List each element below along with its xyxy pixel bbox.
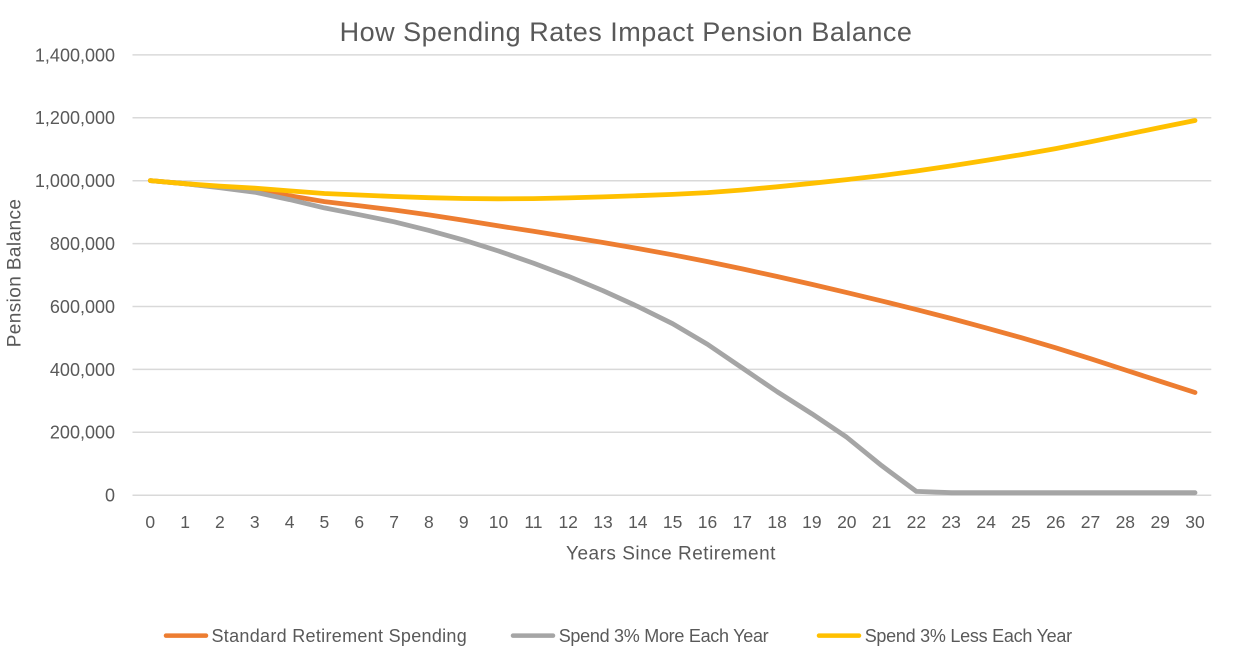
svg-text:15: 15	[663, 512, 682, 532]
svg-text:14: 14	[628, 512, 648, 532]
svg-text:29: 29	[1150, 512, 1169, 532]
svg-text:8: 8	[424, 512, 434, 532]
svg-text:How Spending Rates Impact Pens: How Spending Rates Impact Pension Balanc…	[340, 17, 913, 47]
svg-text:Spend 3% More Each Year: Spend 3% More Each Year	[559, 626, 769, 646]
svg-text:18: 18	[767, 512, 786, 532]
svg-text:24: 24	[976, 512, 996, 532]
svg-text:200,000: 200,000	[50, 423, 115, 443]
svg-text:27: 27	[1081, 512, 1100, 532]
svg-text:9: 9	[459, 512, 469, 532]
svg-text:6: 6	[354, 512, 364, 532]
svg-text:3: 3	[250, 512, 260, 532]
svg-text:7: 7	[389, 512, 399, 532]
svg-text:1,400,000: 1,400,000	[35, 45, 115, 65]
svg-text:28: 28	[1116, 512, 1135, 532]
svg-text:22: 22	[907, 512, 926, 532]
svg-text:5: 5	[320, 512, 330, 532]
svg-text:20: 20	[837, 512, 857, 532]
svg-text:Spend 3% Less Each Year: Spend 3% Less Each Year	[865, 626, 1072, 646]
svg-text:25: 25	[1011, 512, 1030, 532]
svg-text:1,000,000: 1,000,000	[35, 171, 115, 191]
svg-text:11: 11	[524, 512, 542, 532]
svg-text:17: 17	[733, 512, 752, 532]
svg-text:400,000: 400,000	[50, 360, 115, 380]
svg-text:Years Since Retirement: Years Since Retirement	[566, 544, 776, 565]
svg-text:4: 4	[285, 512, 295, 532]
svg-text:1: 1	[180, 512, 190, 532]
svg-text:Pension Balance: Pension Balance	[5, 199, 26, 348]
svg-text:16: 16	[698, 512, 717, 532]
svg-text:26: 26	[1046, 512, 1065, 532]
svg-text:13: 13	[593, 512, 612, 532]
svg-text:12: 12	[558, 512, 577, 532]
svg-text:19: 19	[802, 512, 821, 532]
svg-text:600,000: 600,000	[50, 297, 115, 317]
svg-text:10: 10	[489, 512, 509, 532]
svg-text:2: 2	[215, 512, 225, 532]
svg-text:21: 21	[872, 512, 891, 532]
svg-text:1,200,000: 1,200,000	[35, 108, 115, 128]
svg-text:0: 0	[145, 512, 155, 532]
svg-text:23: 23	[941, 512, 960, 532]
svg-text:0: 0	[105, 486, 115, 506]
svg-text:800,000: 800,000	[50, 234, 115, 254]
svg-text:Standard Retirement Spending: Standard Retirement Spending	[212, 626, 468, 646]
svg-text:30: 30	[1185, 512, 1205, 532]
